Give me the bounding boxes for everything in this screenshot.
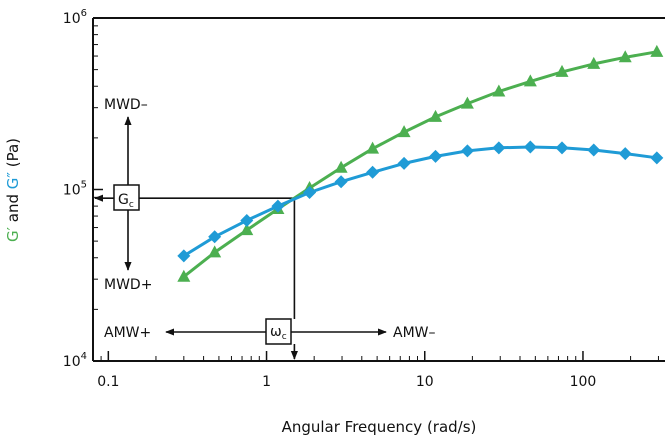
g-double-prime-point: [334, 175, 348, 189]
x-tick-label: 1: [262, 374, 271, 390]
g-prime-line: [182, 50, 658, 278]
g-double-prime-point: [587, 143, 601, 157]
g-prime-point: [618, 50, 632, 63]
wc-symbol: ω: [270, 324, 282, 340]
g-prime-point: [492, 84, 506, 97]
g-double-prime-point: [240, 213, 254, 227]
y-tick-label: 106: [63, 8, 87, 27]
g-double-prime-point: [618, 147, 632, 161]
gc-symbol: G: [118, 192, 129, 208]
g-prime-point: [397, 125, 411, 138]
g-double-prime-point: [303, 186, 317, 200]
g-prime-point: [208, 245, 222, 258]
y-tick-label: 104: [63, 351, 87, 370]
x-tick-label: 100: [570, 374, 597, 390]
g-double-prime-point: [208, 230, 222, 244]
gc-subscript: c: [129, 200, 134, 210]
y-tick-label: 105: [63, 180, 87, 199]
g-prime-point: [334, 160, 348, 173]
g-double-prime-point: [492, 141, 506, 155]
x-tick-label: 0.1: [97, 374, 119, 390]
svg-text:ωc: ωc: [270, 324, 287, 342]
wc-box: ωc: [265, 318, 292, 345]
g-double-prime-point: [523, 140, 537, 154]
svg-text:Gc: Gc: [118, 192, 134, 210]
x-tick-label: 10: [416, 374, 434, 390]
g-prime-point: [366, 141, 380, 154]
gc-box: Gc: [113, 184, 140, 211]
g-double-prime-point: [271, 199, 285, 213]
mwd-minus-label: MWD–: [104, 97, 148, 113]
g-prime-point: [587, 56, 601, 69]
x-axis-title: Angular Frequency (rad/s): [282, 418, 477, 436]
y-axis-title: G′ and G″ (Pa): [4, 138, 22, 242]
g-double-prime-point: [460, 144, 474, 158]
g-prime-point: [650, 44, 664, 57]
ticks-layer: 0.1 1 10 100 104 105 106: [63, 8, 659, 390]
g-double-prime-point: [429, 149, 443, 163]
g-prime-point: [177, 269, 191, 282]
wc-subscript: c: [282, 332, 287, 342]
g-double-prime-point: [366, 165, 380, 179]
g-double-prime-point: [397, 156, 411, 170]
g-prime-point: [429, 109, 443, 122]
amw-plus-label: AMW+: [104, 325, 151, 341]
amw-minus-label: AMW–: [393, 325, 436, 341]
g-double-prime-point: [555, 141, 569, 155]
g-prime-point: [523, 74, 537, 87]
mwd-plus-label: MWD+: [104, 277, 152, 293]
g-prime-point: [460, 96, 474, 109]
guides-layer: [94, 116, 387, 360]
g-double-prime-point: [177, 249, 191, 263]
g-double-prime-line: [183, 145, 657, 258]
g-prime-point: [240, 223, 254, 236]
g-double-prime-point: [650, 151, 664, 165]
g-prime-point: [555, 64, 569, 77]
series-layer: [177, 44, 664, 282]
